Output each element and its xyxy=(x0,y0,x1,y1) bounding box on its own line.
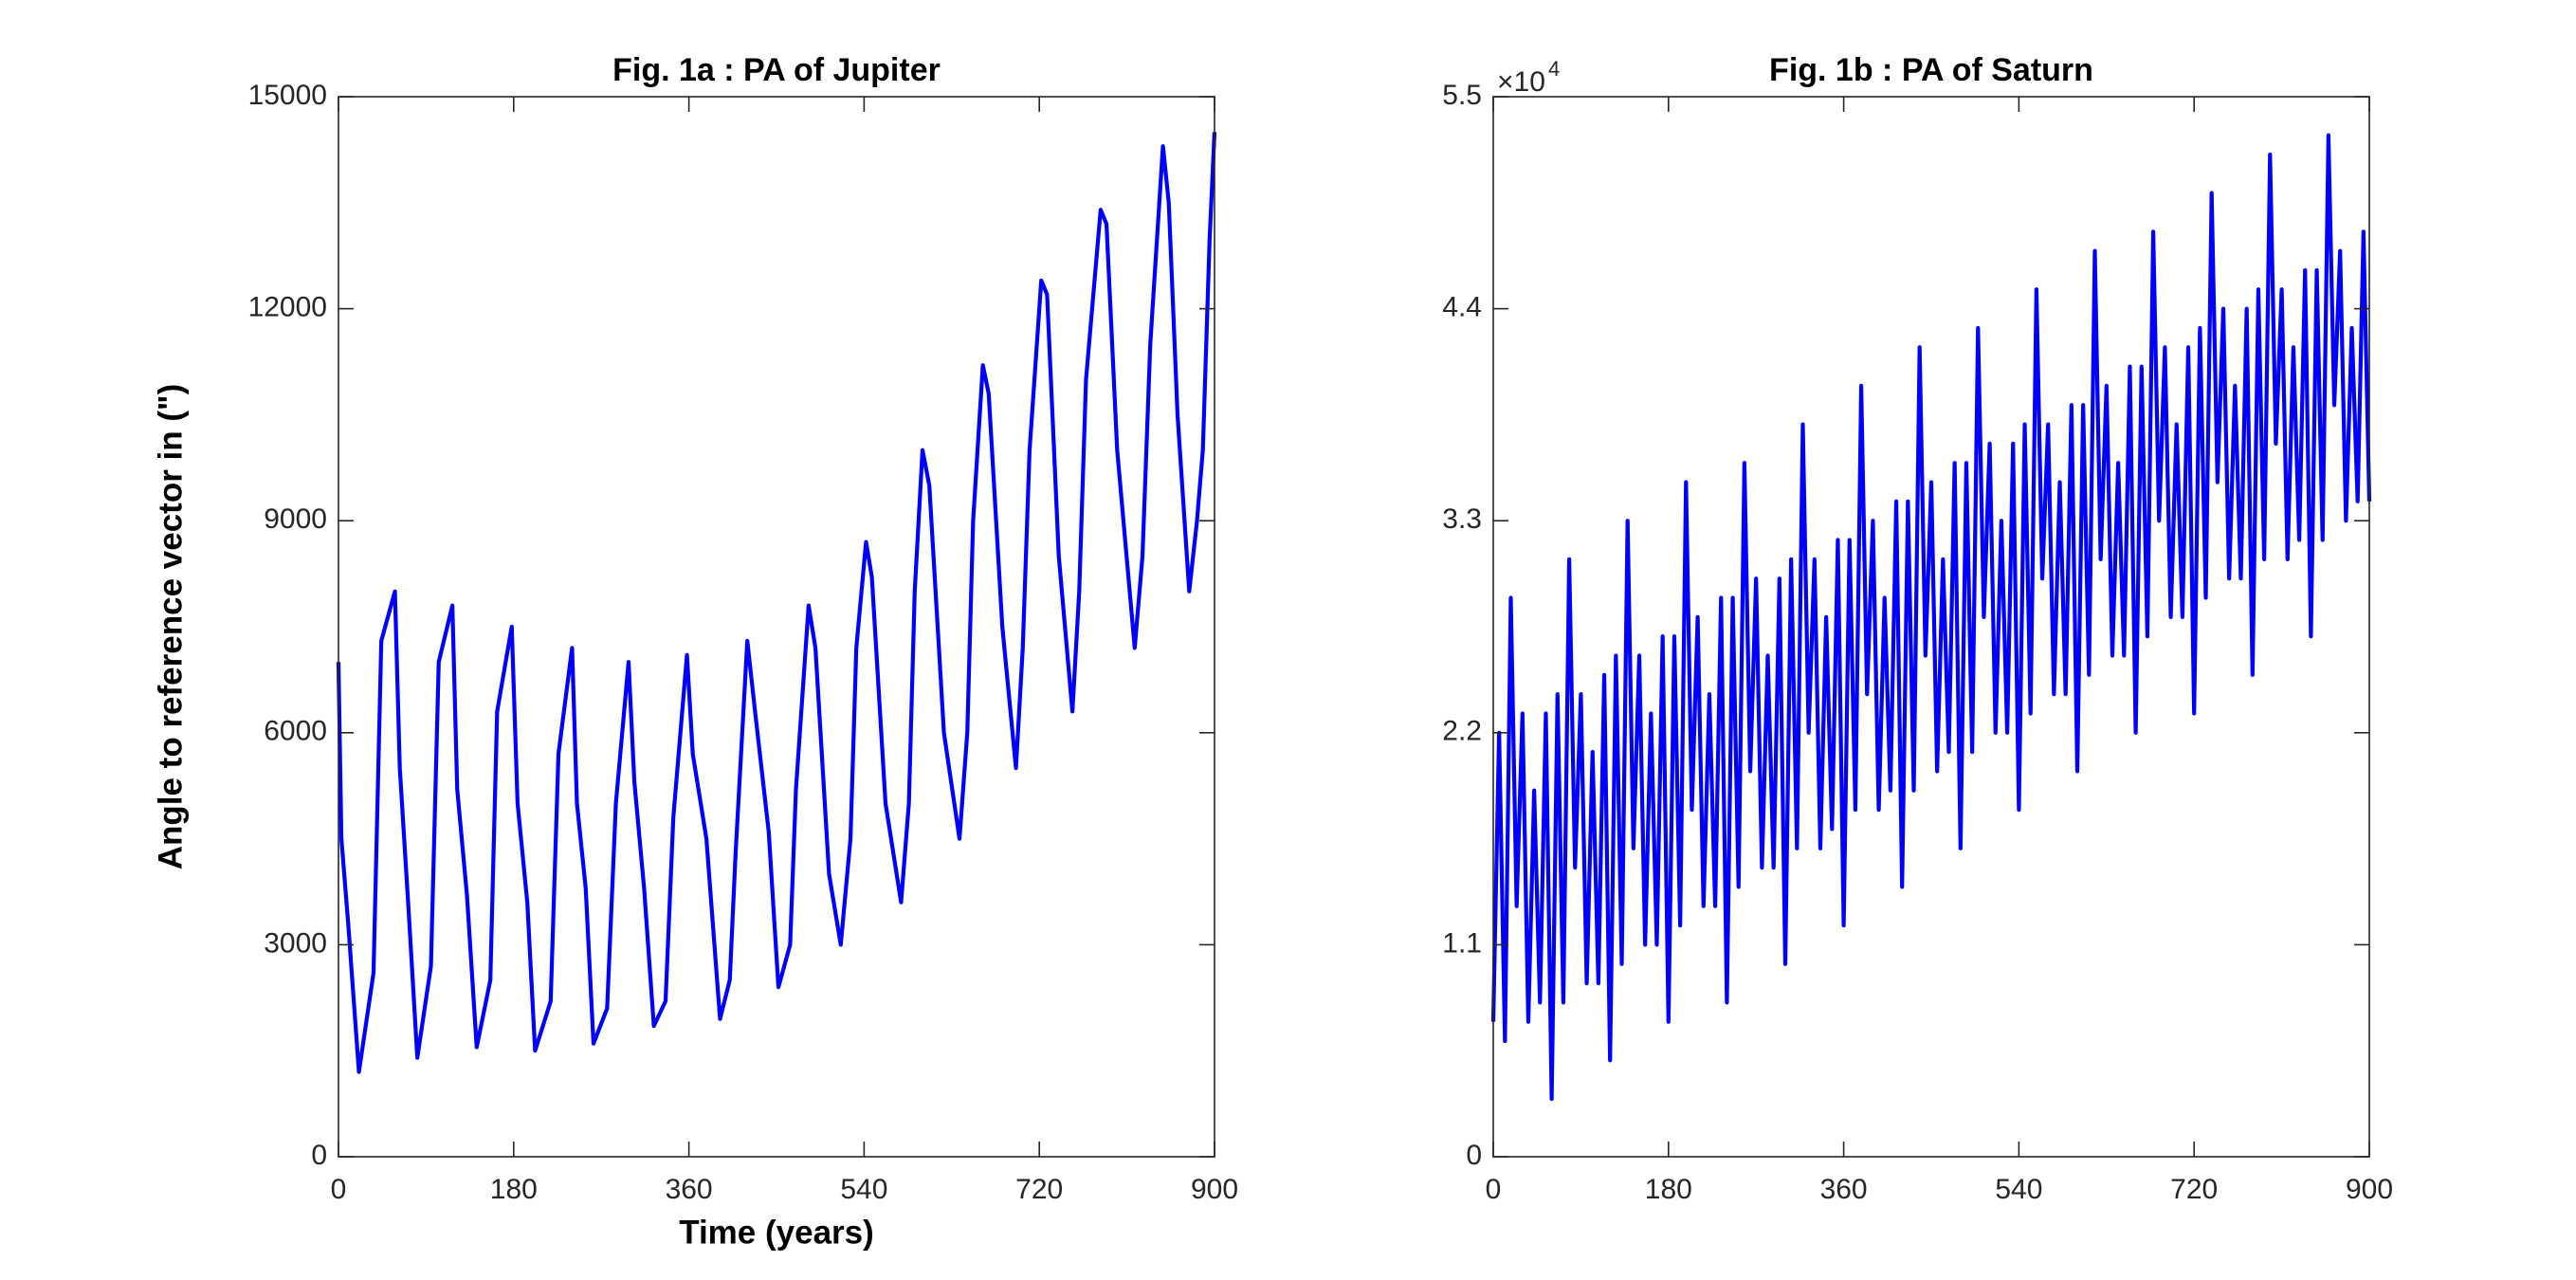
y-tick-label: 1.1 xyxy=(1442,927,1482,959)
axes-background xyxy=(338,97,1215,1157)
y-exponent: 4 xyxy=(1548,57,1560,81)
x-tick-label: 360 xyxy=(666,1174,713,1205)
y-tick-label: 12000 xyxy=(248,292,327,323)
y-tick-label: 9000 xyxy=(264,503,327,535)
x-tick-label: 900 xyxy=(1191,1174,1238,1205)
data-line xyxy=(1490,133,2372,1102)
x-tick-label: 360 xyxy=(1820,1174,1868,1205)
x-tick-label: 720 xyxy=(2170,1174,2218,1205)
x-tick-label: 900 xyxy=(2346,1174,2393,1205)
x-tick-label: 540 xyxy=(1995,1174,2042,1205)
y-tick-label: 5.5 xyxy=(1442,80,1482,111)
axes-frame xyxy=(1492,96,2370,1158)
axes-background xyxy=(1493,97,2369,1157)
y-tick-label: 2.2 xyxy=(1442,716,1482,747)
y-tick-label: 0 xyxy=(1466,1140,1482,1171)
y-tick-label: 3000 xyxy=(264,927,327,959)
x-tick-label: 720 xyxy=(1015,1174,1063,1205)
x-tick-label: 0 xyxy=(1486,1174,1502,1205)
x-axis-label: Time (years) xyxy=(679,1214,874,1251)
y-tick-label: 3.3 xyxy=(1442,503,1482,535)
y-tick-label: 4.4 xyxy=(1442,292,1482,323)
y-tick-label: 0 xyxy=(311,1140,327,1171)
chart-title: Fig. 1a : PA of Jupiter xyxy=(612,52,941,88)
chart-title: Fig. 1b : PA of Saturn xyxy=(1769,52,2093,88)
x-tick-label: 180 xyxy=(490,1174,538,1205)
axes-frame xyxy=(338,96,1215,1158)
x-tick-label: 180 xyxy=(1645,1174,1692,1205)
x-tick-label: 0 xyxy=(331,1174,347,1205)
y-tick-label: 15000 xyxy=(248,80,327,111)
y-axis-label: Angle to reference vector in (") xyxy=(152,384,189,870)
y-tick-label: 6000 xyxy=(264,716,327,747)
data-line xyxy=(336,132,1217,1074)
y-exponent-base: ×10 xyxy=(1497,66,1545,98)
x-tick-label: 540 xyxy=(840,1174,887,1205)
